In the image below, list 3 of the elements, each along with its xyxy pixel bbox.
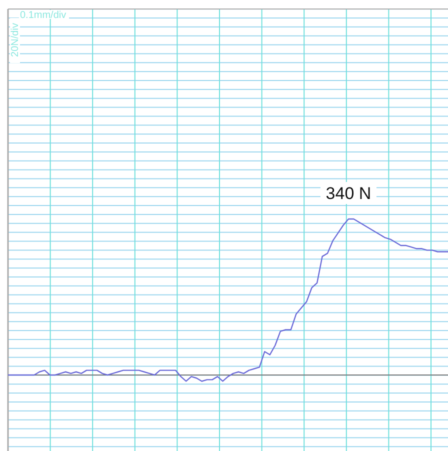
text: 0.1mm/div — [20, 10, 66, 21]
annotation: 340 N — [326, 184, 372, 203]
text: 20N/div — [10, 23, 21, 57]
